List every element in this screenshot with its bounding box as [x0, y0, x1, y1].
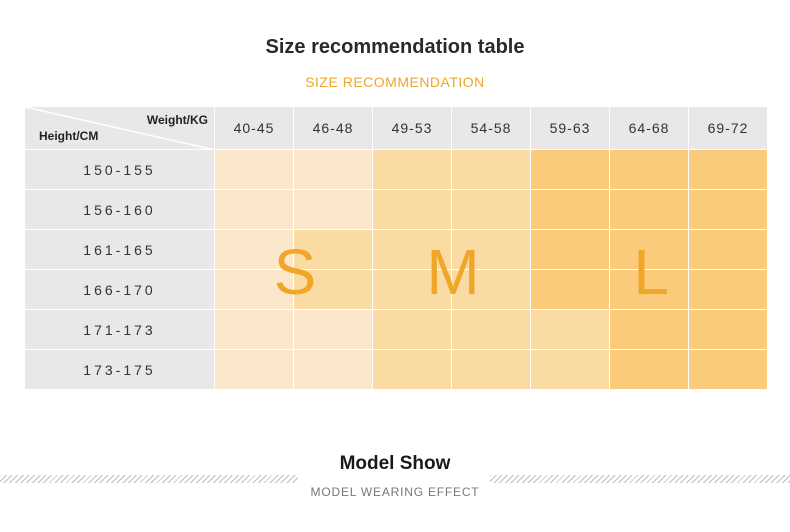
size-cell-l [610, 350, 689, 390]
weight-header-59-63: 59-63 [531, 107, 610, 150]
weight-header-49-53: 49-53 [373, 107, 452, 150]
size-cell-m [452, 190, 531, 230]
size-cell-m [452, 150, 531, 190]
size-cell-s [294, 310, 373, 350]
size-letter-s: S [273, 236, 317, 308]
size-cell-m [373, 230, 452, 270]
height-row-label-171-173: 171-173 [25, 310, 215, 350]
size-cell-s [294, 150, 373, 190]
height-row-label-161-165: 161-165 [25, 230, 215, 270]
size-cell-l [531, 190, 610, 230]
size-cell-l [531, 270, 610, 310]
weight-header-46-48: 46-48 [294, 107, 373, 150]
model-show-title: Model Show [339, 453, 451, 474]
size-cell-s [294, 190, 373, 230]
left-hatch-divider [0, 475, 298, 483]
size-cell-m [373, 310, 452, 350]
size-cell-m [294, 270, 373, 310]
height-row-label-173-175: 173-175 [25, 350, 215, 390]
size-cell-l [610, 270, 689, 310]
size-cell-l [531, 150, 610, 190]
weight-header-69-72: 69-72 [689, 107, 768, 150]
size-recommendation-table: Weight/KG Height/CM 40-45 46-48 49-53 54-58… [25, 107, 769, 391]
corner-diagonal-line [25, 107, 214, 149]
size-cell-m [452, 350, 531, 390]
weight-header-54-58: 54-58 [452, 107, 531, 150]
size-cell-m [452, 270, 531, 310]
size-cell-l [689, 150, 768, 190]
model-show-subtitle: MODEL WEARING EFFECT [310, 485, 480, 499]
size-cell-l [610, 150, 689, 190]
size-cell-l [689, 190, 768, 230]
size-cell-l [689, 230, 768, 270]
size-cell-m [452, 230, 531, 270]
weight-header-40-45: 40-45 [215, 107, 294, 150]
size-cell-l [531, 230, 610, 270]
size-letter-l: L [633, 236, 669, 308]
height-row-label-166-170: 166-170 [25, 270, 215, 310]
size-cell-m [452, 310, 531, 350]
size-cell-s [215, 230, 294, 270]
size-cell-m [373, 150, 452, 190]
size-cell-m [373, 350, 452, 390]
size-cell-l [610, 230, 689, 270]
page-title: Size recommendation table [265, 36, 525, 58]
size-cell-s [215, 270, 294, 310]
page-subtitle: SIZE RECOMMENDATION [305, 74, 485, 90]
size-cell-m [373, 190, 452, 230]
table-corner-cell: Weight/KG Height/CM [25, 107, 215, 150]
size-cell-s [215, 190, 294, 230]
weight-header-64-68: 64-68 [610, 107, 689, 150]
size-cell-l [610, 310, 689, 350]
size-cell-l [689, 270, 768, 310]
size-cell-m [373, 270, 452, 310]
right-hatch-divider [490, 475, 790, 483]
size-cell-m [531, 350, 610, 390]
size-cell-s [294, 350, 373, 390]
size-cell-l [689, 310, 768, 350]
height-row-label-156-160: 156-160 [25, 190, 215, 230]
size-cell-l [689, 350, 768, 390]
size-letter-m: M [426, 236, 480, 308]
weight-axis-label: Weight/KG [146, 113, 208, 127]
size-cell-m [531, 310, 610, 350]
size-cell-m [294, 230, 373, 270]
size-cell-s [215, 310, 294, 350]
size-cell-l [610, 190, 689, 230]
size-cell-s [215, 350, 294, 390]
height-axis-label: Height/CM [39, 129, 99, 143]
height-row-label-150-155: 150-155 [25, 150, 215, 190]
size-cell-s [215, 150, 294, 190]
